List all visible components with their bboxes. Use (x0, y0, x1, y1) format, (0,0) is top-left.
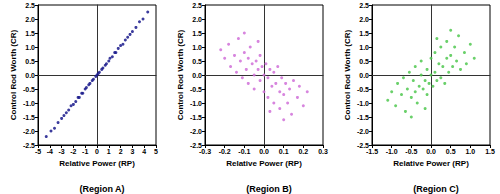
svg-text:-0.5: -0.5 (405, 148, 417, 155)
svg-text:1: 1 (107, 148, 111, 155)
svg-text:Control Rod Worth (CR): Control Rod Worth (CR) (9, 29, 18, 120)
svg-text:0.5: 0.5 (192, 58, 202, 65)
svg-text:-0.1: -0.1 (238, 148, 250, 155)
svg-text:-0.3: -0.3 (199, 148, 211, 155)
svg-text:Relative Power (RP): Relative Power (RP) (393, 159, 469, 168)
svg-text:1.0: 1.0 (359, 44, 369, 51)
svg-text:1.0: 1.0 (465, 148, 475, 155)
svg-text:Relative Power (RP): Relative Power (RP) (59, 159, 135, 168)
svg-text:-1.5: -1.5 (190, 114, 202, 121)
svg-text:0.0: 0.0 (426, 148, 436, 155)
svg-text:0.0: 0.0 (25, 72, 35, 79)
svg-text:1.5: 1.5 (485, 148, 495, 155)
svg-text:2.0: 2.0 (25, 16, 35, 23)
svg-text:Control Rod Worth (CR): Control Rod Worth (CR) (176, 29, 185, 120)
svg-text:-1: -1 (82, 148, 88, 155)
svg-text:-4: -4 (47, 148, 53, 155)
svg-text:-2.0: -2.0 (357, 128, 369, 135)
svg-text:-5: -5 (35, 148, 41, 155)
svg-text:Control Rod Worth (CR): Control Rod Worth (CR) (343, 29, 352, 120)
svg-text:0.0: 0.0 (259, 148, 269, 155)
svg-text:-1.0: -1.0 (386, 148, 398, 155)
svg-text:(Region A): (Region A) (79, 184, 124, 194)
svg-text:0.2: 0.2 (298, 148, 308, 155)
svg-text:0.0: 0.0 (359, 72, 369, 79)
svg-text:1.0: 1.0 (25, 44, 35, 51)
svg-text:-2.5: -2.5 (356, 141, 369, 149)
svg-text:1.5: 1.5 (25, 30, 35, 37)
svg-text:-0.5: -0.5 (357, 86, 369, 93)
svg-text:2.0: 2.0 (192, 16, 202, 23)
svg-text:-2.0: -2.0 (190, 128, 202, 135)
svg-text:0.3: 0.3 (318, 148, 328, 155)
svg-text:-0.5: -0.5 (23, 86, 35, 93)
svg-text:-1.0: -1.0 (23, 100, 35, 107)
svg-text:-1.5: -1.5 (23, 114, 35, 121)
svg-text:2: 2 (119, 148, 123, 155)
svg-text:-2.0: -2.0 (23, 128, 35, 135)
svg-text:0.5: 0.5 (359, 58, 369, 65)
svg-text:0.5: 0.5 (25, 58, 35, 65)
svg-text:2.5: 2.5 (25, 2, 35, 9)
svg-text:(Region B): (Region B) (246, 184, 292, 194)
svg-text:-0.2: -0.2 (219, 148, 231, 155)
svg-text:1.0: 1.0 (192, 44, 202, 51)
svg-text:(Region C): (Region C) (413, 184, 459, 194)
svg-text:0.1: 0.1 (279, 148, 289, 155)
svg-text:0.0: 0.0 (192, 72, 202, 79)
svg-text:4: 4 (142, 148, 146, 155)
svg-text:5: 5 (154, 148, 158, 155)
svg-text:2.5: 2.5 (359, 2, 369, 9)
svg-text:-2.5: -2.5 (189, 141, 202, 149)
svg-text:0.5: 0.5 (446, 148, 456, 155)
svg-text:-0.5: -0.5 (190, 86, 202, 93)
svg-text:-3: -3 (58, 148, 64, 155)
svg-text:-1.5: -1.5 (357, 114, 369, 121)
svg-text:-1.0: -1.0 (190, 100, 202, 107)
svg-text:2.5: 2.5 (192, 2, 202, 9)
svg-text:0: 0 (95, 148, 99, 155)
svg-text:2.0: 2.0 (359, 16, 369, 23)
svg-text:-1.5: -1.5 (366, 148, 378, 155)
svg-text:Relative Power (RP): Relative Power (RP) (226, 159, 302, 168)
svg-text:-1.0: -1.0 (357, 100, 369, 107)
svg-text:-2.5: -2.5 (23, 142, 35, 149)
svg-text:3: 3 (130, 148, 134, 155)
svg-text:1.5: 1.5 (359, 30, 369, 37)
svg-text:1.5: 1.5 (192, 30, 202, 37)
svg-text:-2: -2 (70, 148, 76, 155)
